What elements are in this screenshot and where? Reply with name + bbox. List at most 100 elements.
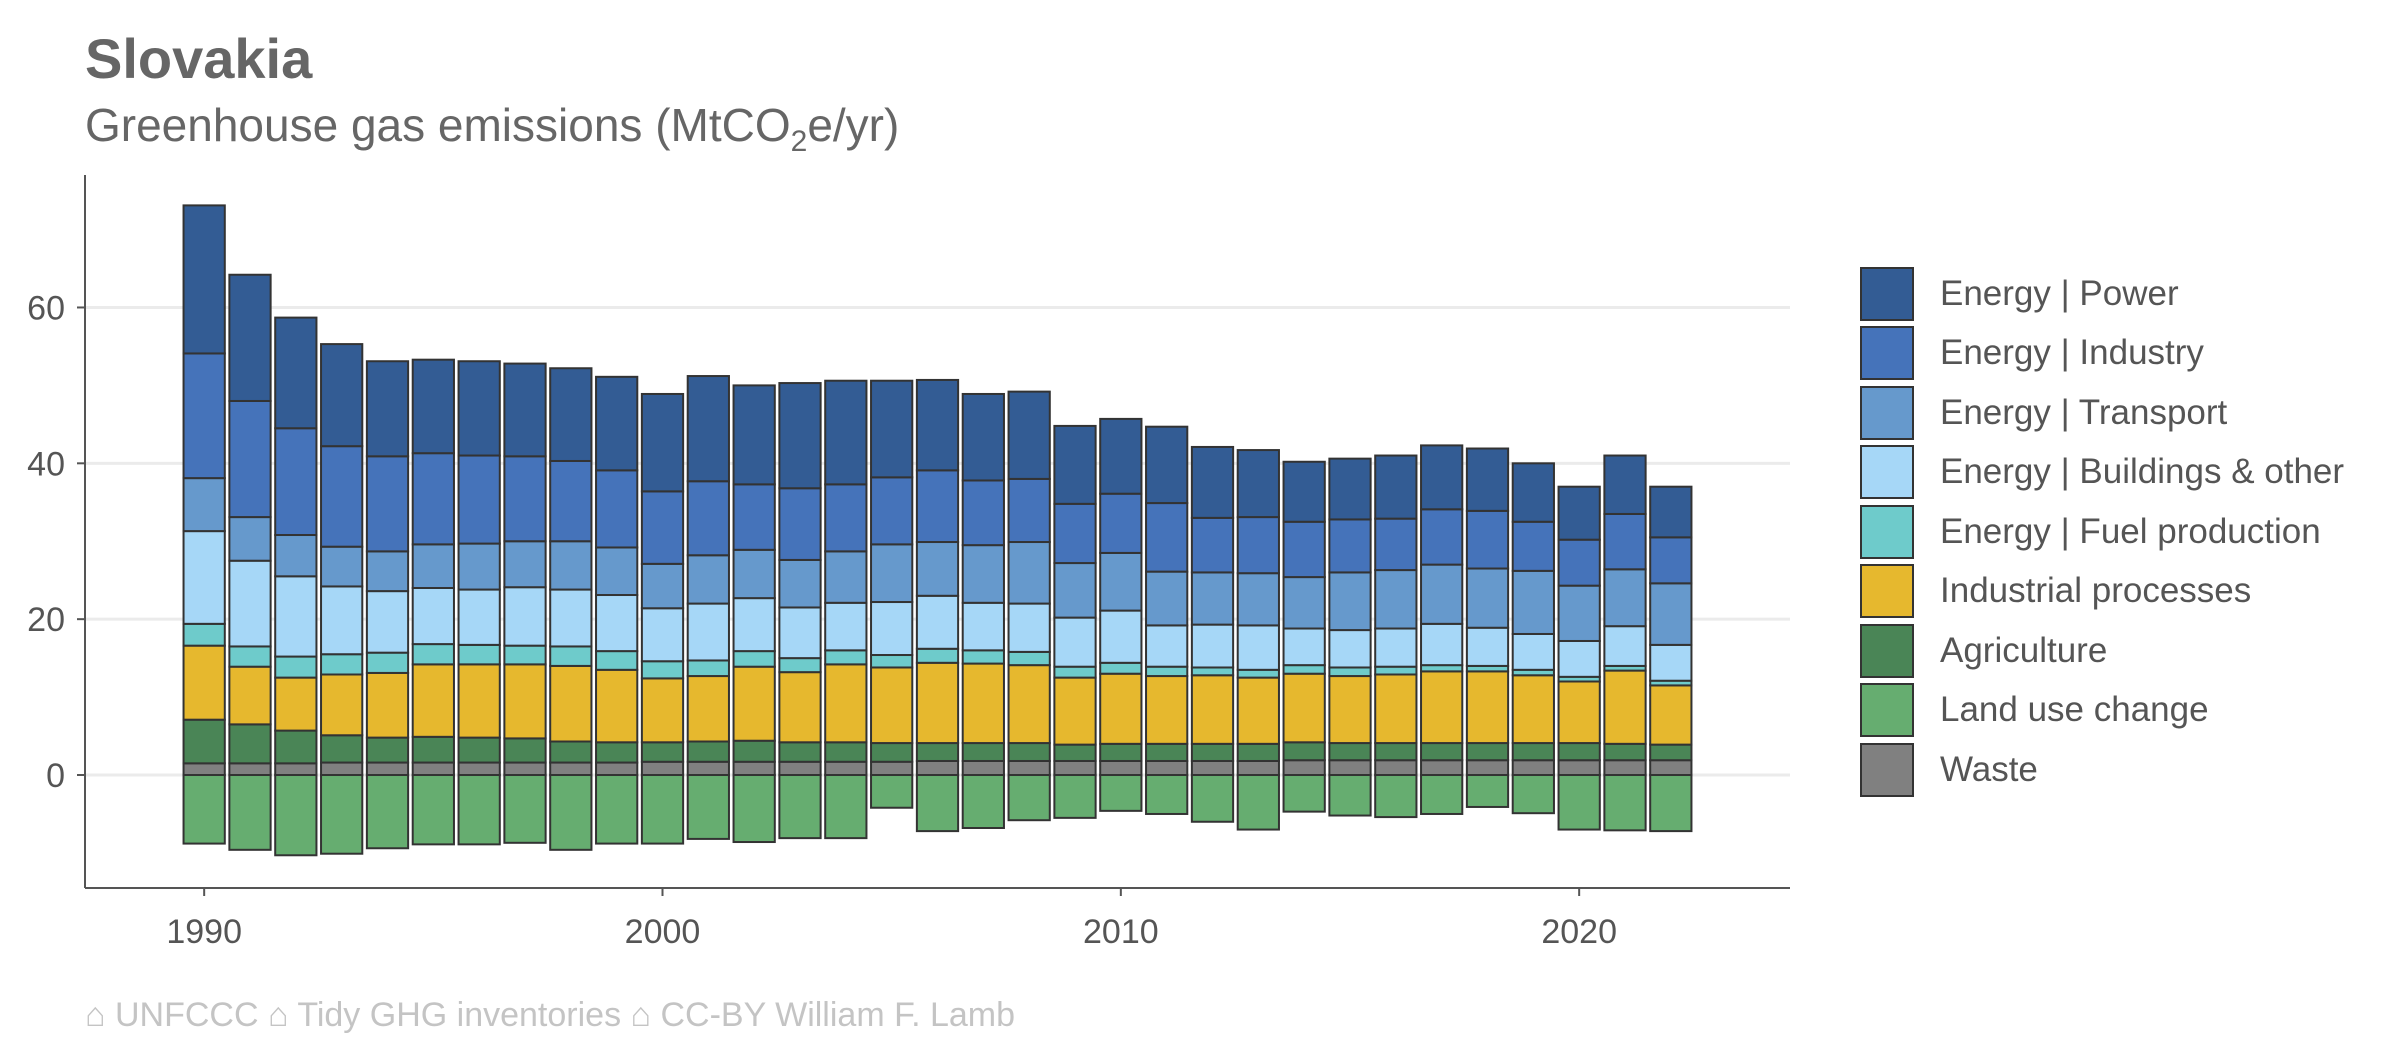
bar-2001-agriculture	[686, 740, 730, 763]
bar-2021-energy-buildings-other	[1603, 625, 1647, 667]
bar-2008-land-use-change	[1007, 774, 1051, 822]
bar-2005-industrial-processes	[870, 666, 914, 745]
bar-1997-waste	[503, 761, 547, 777]
bar-2005-agriculture	[870, 742, 914, 763]
bar-2009-industrial-processes	[1053, 676, 1097, 746]
bar-2002-waste	[732, 760, 776, 777]
bar-2015-waste	[1328, 759, 1372, 777]
bar-1996-energy-industry	[457, 454, 501, 545]
bar-2000-energy-buildings-other	[640, 607, 685, 663]
bar-2000-energy-power	[640, 392, 685, 493]
bar-1994-energy-power	[365, 360, 410, 458]
bar-2006-energy-buildings-other	[915, 594, 960, 650]
bar-1997-energy-power	[503, 362, 547, 458]
bar-2002-energy-fuel-production	[732, 650, 776, 668]
bar-2017-energy-transport	[1420, 563, 1464, 625]
bar-2014-energy-fuel-production	[1282, 664, 1326, 675]
bar-2005-energy-transport	[870, 543, 914, 604]
bar-2002-energy-power	[732, 384, 776, 486]
legend-swatch	[1860, 504, 1914, 559]
bar-2017-industrial-processes	[1420, 670, 1464, 745]
legend-label: Industrial processes	[1940, 571, 2252, 611]
bar-2013-land-use-change	[1236, 774, 1280, 831]
bar-1994-energy-buildings-other	[365, 590, 410, 654]
bar-2006-industrial-processes	[915, 661, 960, 745]
bar-2014-energy-industry	[1282, 520, 1326, 579]
bar-1997-land-use-change	[503, 774, 547, 844]
bar-1994-energy-transport	[365, 550, 410, 593]
bar-1995-energy-buildings-other	[411, 586, 455, 646]
bar-2020-energy-transport	[1557, 584, 1601, 642]
legend-swatch	[1860, 742, 1914, 797]
bars	[182, 204, 1693, 857]
bar-2013-energy-transport	[1236, 572, 1280, 627]
bar-1995-industrial-processes	[411, 663, 455, 738]
bar-2011-energy-power	[1145, 425, 1189, 505]
bar-1997-energy-industry	[503, 455, 547, 543]
legend-label: Waste	[1940, 749, 2038, 789]
bar-1990-energy-transport	[182, 477, 226, 533]
bar-1995-land-use-change	[411, 774, 455, 846]
bar-2015-energy-power	[1328, 457, 1372, 521]
bar-2007-waste	[961, 759, 1005, 777]
bar-1992-energy-transport	[274, 534, 318, 578]
bar-2002-agriculture	[732, 739, 776, 763]
bar-2018-energy-transport	[1465, 567, 1510, 629]
bar-1997-agriculture	[503, 737, 547, 764]
bar-1998-energy-transport	[549, 540, 593, 591]
bar-2015-energy-fuel-production	[1328, 666, 1372, 678]
legend-label: Agriculture	[1940, 630, 2108, 670]
bar-1999-energy-buildings-other	[595, 594, 639, 653]
bar-1998-energy-fuel-production	[549, 645, 593, 667]
bar-2006-energy-fuel-production	[915, 647, 960, 664]
bar-2022-industrial-processes	[1649, 684, 1693, 746]
bar-2016-waste	[1374, 759, 1418, 777]
bar-2021-agriculture	[1603, 742, 1647, 762]
bar-2012-energy-transport	[1190, 571, 1235, 626]
bar-1994-waste	[365, 761, 410, 777]
bar-2013-energy-power	[1236, 449, 1280, 519]
bar-2022-energy-transport	[1649, 582, 1693, 646]
bar-1991-energy-fuel-production	[228, 645, 272, 668]
bar-2017-energy-power	[1420, 444, 1464, 511]
bar-2017-waste	[1420, 759, 1464, 777]
bar-2020-land-use-change	[1557, 774, 1601, 831]
bar-1991-industrial-processes	[228, 665, 272, 726]
bar-2007-agriculture	[961, 742, 1005, 762]
bar-1998-industrial-processes	[549, 664, 593, 743]
bar-2005-energy-industry	[870, 476, 914, 546]
bar-2013-waste	[1236, 759, 1280, 777]
bar-2002-energy-transport	[732, 548, 776, 600]
bar-2012-energy-industry	[1190, 516, 1235, 574]
legend-swatch	[1860, 683, 1914, 738]
bar-2011-agriculture	[1145, 742, 1189, 762]
bar-1999-agriculture	[595, 741, 639, 764]
bar-2003-waste	[778, 760, 822, 777]
bar-2017-energy-industry	[1420, 508, 1464, 566]
legend-label: Energy | Industry	[1940, 333, 2204, 373]
bar-2022-energy-power	[1649, 485, 1693, 539]
bar-2019-energy-power	[1511, 462, 1555, 523]
y-tick-label-20: 20	[27, 601, 65, 639]
bar-2010-energy-industry	[1099, 492, 1143, 554]
bar-2009-land-use-change	[1053, 774, 1097, 819]
legend-label: Energy | Transport	[1940, 392, 2228, 432]
legend-item-agriculture: Agriculture	[1860, 621, 2344, 681]
bar-2002-industrial-processes	[732, 665, 776, 742]
legend: Energy | Power Energy | Industry Energy | …	[1860, 264, 2344, 800]
subtitle-text: Greenhouse gas emissions (MtCO	[85, 99, 791, 151]
legend-label: Land use change	[1940, 690, 2209, 730]
bar-2013-energy-fuel-production	[1236, 668, 1280, 679]
legend-swatch	[1860, 623, 1914, 678]
bar-1991-land-use-change	[228, 774, 272, 851]
bar-2010-waste	[1099, 759, 1143, 777]
bar-2004-agriculture	[824, 741, 868, 763]
bar-1993-industrial-processes	[320, 673, 364, 737]
legend-item-energy-buildings-other: Energy | Buildings & other	[1860, 443, 2344, 503]
bar-2015-energy-transport	[1328, 571, 1372, 632]
bar-1992-agriculture	[274, 729, 318, 765]
bar-2001-energy-transport	[686, 554, 730, 605]
bar-2011-energy-fuel-production	[1145, 665, 1189, 678]
tick-labels: 0 20 40 60 1990 2000 2010 2020	[27, 289, 1617, 951]
bar-2021-energy-industry	[1603, 512, 1647, 571]
